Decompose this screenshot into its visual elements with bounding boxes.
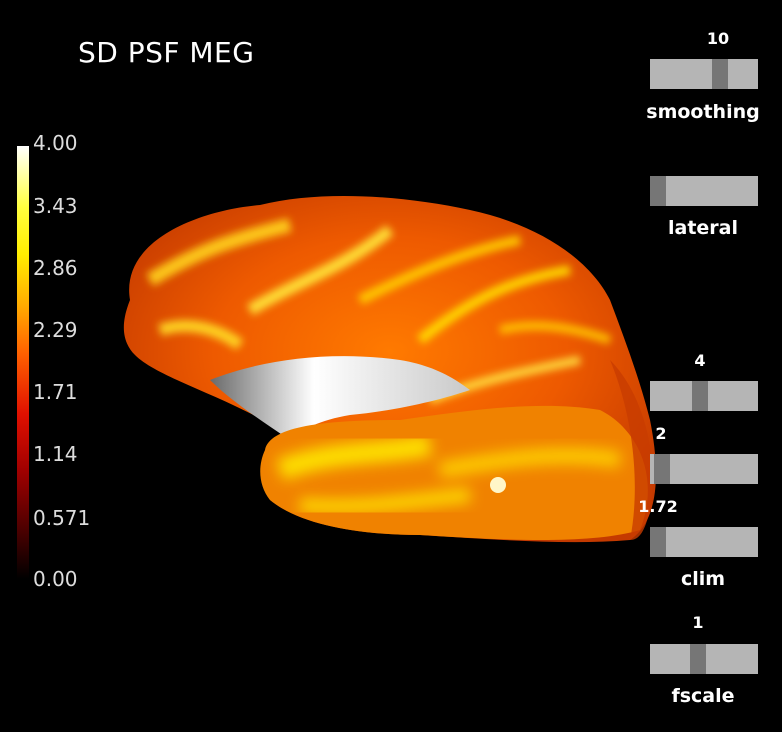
clim-fmax-slider-handle[interactable] — [654, 454, 670, 484]
activation-highlights — [146, 218, 612, 405]
clim-fmin-slider-handle[interactable] — [650, 527, 666, 557]
colorbar-tick: 0.00 — [33, 567, 78, 591]
lateral-slider[interactable] — [650, 176, 758, 206]
clim-fmid-slider[interactable] — [650, 381, 758, 411]
clim-fmax-slider[interactable] — [650, 454, 758, 484]
colorbar-tick: 4.00 — [33, 131, 78, 155]
bright-spot — [490, 477, 506, 493]
colorbar-tick: 1.14 — [33, 442, 78, 466]
fscale-value: 1 — [692, 613, 704, 632]
lateral-label: lateral — [667, 217, 738, 239]
smoothing-slider[interactable] — [650, 59, 758, 89]
clim-label: clim — [680, 568, 726, 590]
colorbar-tick: 2.29 — [33, 318, 78, 342]
fscale-slider[interactable] — [650, 644, 758, 674]
colorbar — [17, 146, 29, 579]
clim-fmax-value: 2 — [655, 424, 667, 443]
fscale-label: fscale — [671, 685, 735, 707]
clim-fmid-value: 4 — [694, 351, 706, 370]
colorbar-tick: 1.71 — [33, 380, 78, 404]
smoothing-slider-handle[interactable] — [712, 59, 728, 89]
plot-title: SD PSF MEG — [78, 36, 255, 69]
colorbar-tick: 2.86 — [33, 256, 78, 280]
clim-fmin-value: 1.72 — [638, 497, 678, 516]
medial-wall — [210, 356, 470, 440]
smoothing-value: 10 — [706, 29, 730, 48]
fscale-slider-handle[interactable] — [690, 644, 706, 674]
colorbar-tick: 3.43 — [33, 194, 78, 218]
clim-fmin-slider[interactable] — [650, 527, 758, 557]
smoothing-label: smoothing — [646, 101, 760, 123]
clim-fmid-slider-handle[interactable] — [692, 381, 708, 411]
lateral-slider-handle[interactable] — [650, 176, 666, 206]
colorbar-tick: 0.571 — [33, 506, 91, 530]
